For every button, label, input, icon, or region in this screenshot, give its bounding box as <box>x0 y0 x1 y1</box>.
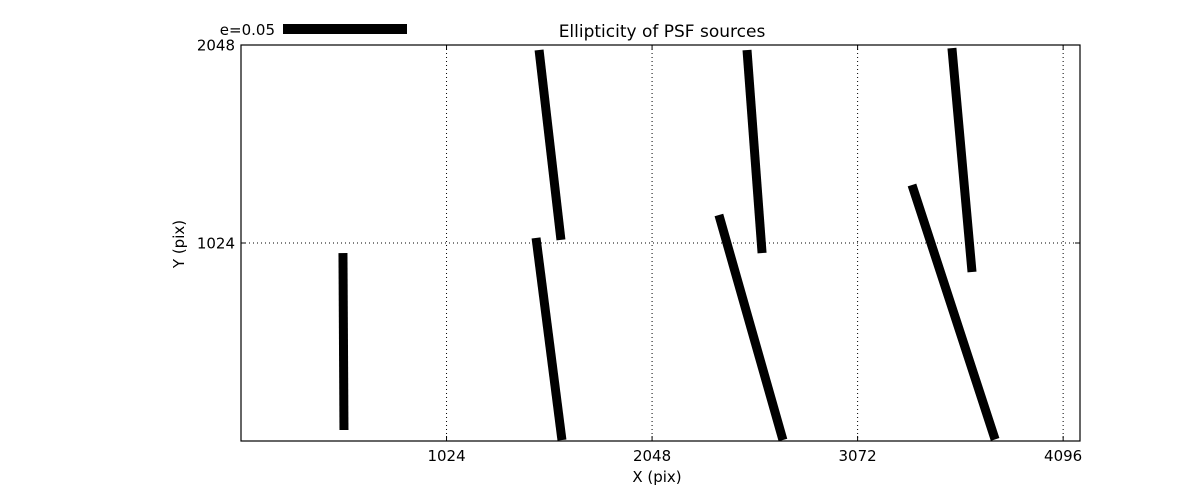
ellipticity-whisker <box>742 49 767 254</box>
chart-title: Ellipticity of PSF sources <box>558 22 766 42</box>
legend-scale-bar <box>283 24 407 34</box>
ellipticity-whisker <box>534 49 566 241</box>
axes-border <box>240 44 1081 442</box>
ellipticity-whisker <box>714 213 788 442</box>
x-axis-label: X (pix) <box>632 468 682 486</box>
ellipticity-whisker <box>338 253 349 431</box>
ellipticity-whisker <box>907 183 1000 441</box>
x-tick-label: 4096 <box>1044 447 1082 465</box>
y-tick-label: 2048 <box>197 37 235 55</box>
x-tick-label: 1024 <box>427 447 465 465</box>
ellipticity-whisker <box>531 237 567 441</box>
ellipticity-whisker <box>947 47 977 273</box>
y-axis-label: Y (pix) <box>170 219 188 269</box>
legend-label: e=0.05 <box>219 21 275 39</box>
x-tick-label: 2048 <box>633 447 671 465</box>
y-tick-label: 1024 <box>197 235 235 253</box>
x-tick-label: 3072 <box>839 447 877 465</box>
